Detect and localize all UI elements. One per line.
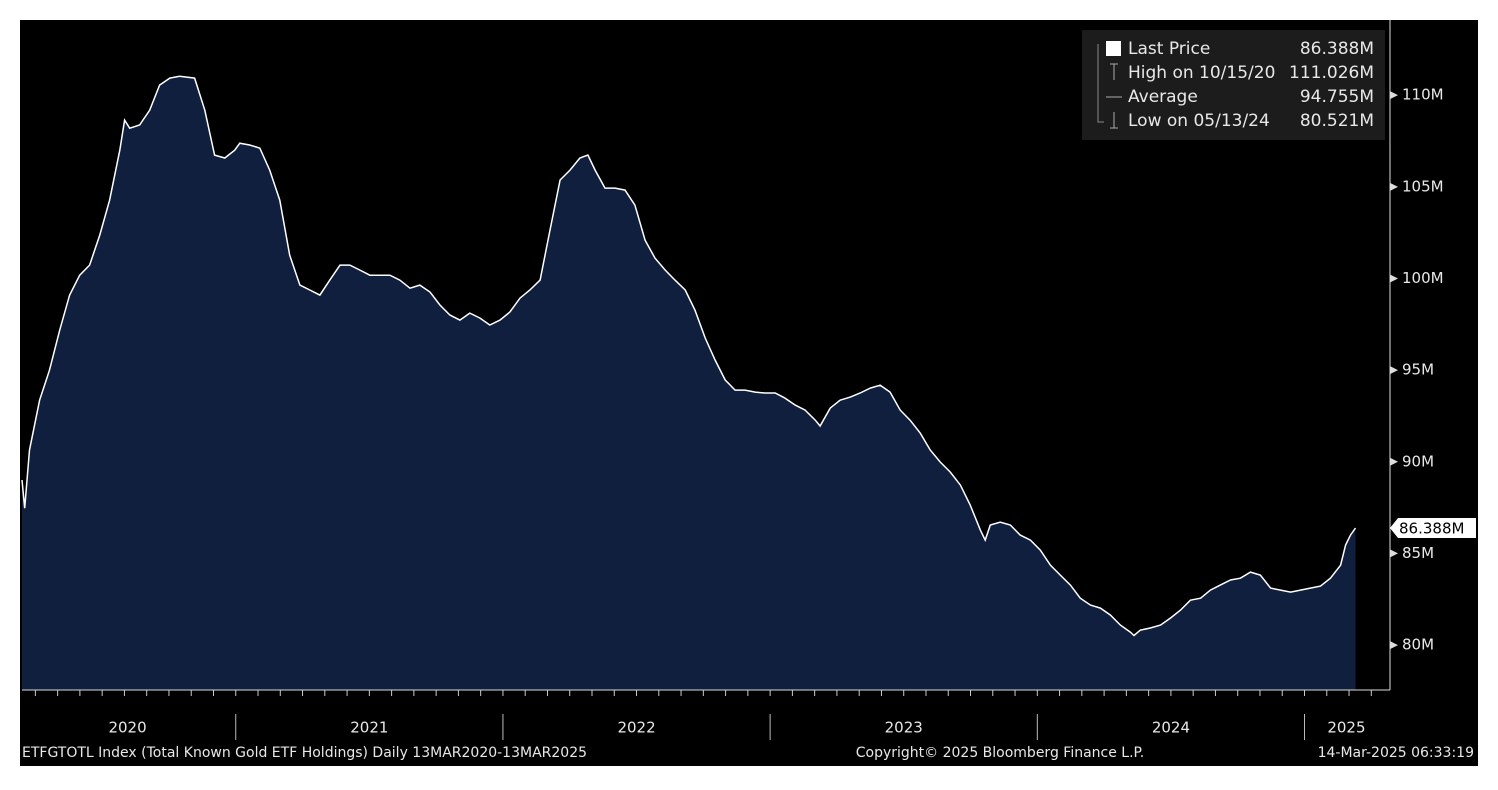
- legend-icon: [1110, 112, 1118, 129]
- y-tick: [1390, 457, 1398, 466]
- y-tick: [1390, 182, 1398, 191]
- last-price-tag: [1390, 517, 1476, 538]
- y-tick-label: 95M: [1402, 361, 1434, 379]
- price-line: [21, 75, 1357, 637]
- y-tick-label: 80M: [1402, 636, 1434, 654]
- legend-value: 111.026M: [1289, 63, 1374, 83]
- y-tick-label: 100M: [1402, 269, 1444, 287]
- y-tick: [1390, 91, 1398, 100]
- legend-label: Low on 05/13/24: [1128, 111, 1270, 131]
- x-tick-label: 2023: [885, 719, 923, 737]
- x-tick-label: 2022: [617, 719, 655, 737]
- legend-connector: [1097, 44, 1104, 123]
- footer-source: ETFGTOTL Index (Total Known Gold ETF Hol…: [22, 745, 587, 761]
- legend-icon: [1110, 63, 1118, 80]
- legend-value: 80.521M: [1300, 111, 1374, 131]
- legend-label: Last Price: [1128, 39, 1210, 59]
- y-tick-label: 110M: [1402, 86, 1444, 104]
- y-tick: [1390, 641, 1398, 650]
- legend-value: 94.755M: [1300, 87, 1374, 107]
- legend-box: [1082, 30, 1385, 140]
- footer-copyright: Copyright© 2025 Bloomberg Finance L.P.: [856, 745, 1145, 761]
- y-tick-label: 105M: [1402, 177, 1444, 195]
- legend-swatch: [1106, 41, 1121, 56]
- y-tick: [1390, 549, 1398, 558]
- x-tick-label: 2020: [108, 719, 146, 737]
- x-tick-label: 2024: [1152, 719, 1190, 737]
- legend-value: 86.388M: [1300, 39, 1374, 59]
- x-tick-label: 2021: [350, 719, 388, 737]
- legend-label: Average: [1128, 87, 1198, 107]
- y-tick: [1390, 366, 1398, 375]
- footer-timestamp: 14-Mar-2025 06:33:19: [1318, 745, 1474, 761]
- y-tick: [1390, 274, 1398, 283]
- last-price-label: 86.388M: [1399, 519, 1464, 537]
- y-tick-label: 85M: [1402, 544, 1434, 562]
- legend-label: High on 10/15/20: [1128, 63, 1275, 83]
- x-tick-label: 2025: [1327, 719, 1365, 737]
- y-tick-label: 90M: [1402, 452, 1434, 470]
